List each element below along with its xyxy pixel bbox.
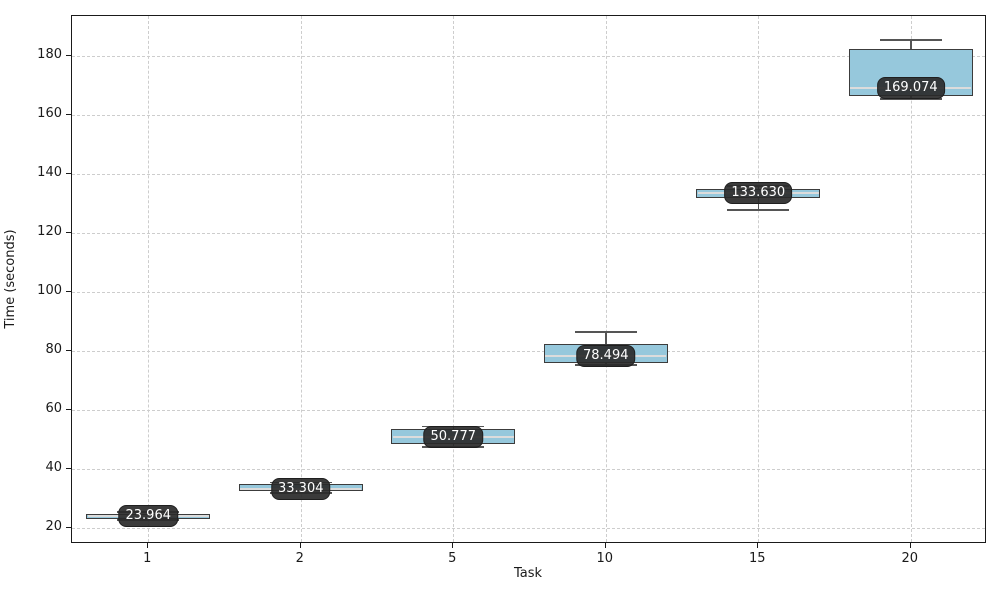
y-tick-mark <box>66 173 71 175</box>
x-tick-mark <box>909 543 911 548</box>
y-gridline <box>72 233 985 235</box>
y-tick-mark <box>66 409 71 411</box>
median-label: 133.630 <box>724 181 793 204</box>
y-tick-label: 20 <box>45 519 62 535</box>
y-tick-label: 100 <box>37 283 62 299</box>
lower-whisker-cap <box>727 209 790 211</box>
y-tick-mark <box>66 291 71 293</box>
median-label: 23.964 <box>118 505 178 528</box>
x-tick-label: 2 <box>295 551 304 566</box>
upper-whisker-cap <box>879 39 942 41</box>
x-tick-mark <box>452 543 454 548</box>
x-tick-mark <box>299 543 301 548</box>
x-gridline <box>605 16 607 542</box>
y-gridline <box>72 56 985 58</box>
x-tick-label: 15 <box>748 551 766 566</box>
x-tick-label: 5 <box>448 551 457 566</box>
y-tick-label: 140 <box>37 165 62 181</box>
y-gridline <box>72 351 985 353</box>
x-axis-title: Task <box>513 566 543 581</box>
x-tick-label: 1 <box>143 551 152 566</box>
median-label: 50.777 <box>423 426 483 449</box>
y-tick-mark <box>66 55 71 57</box>
x-gridline <box>453 16 455 542</box>
x-tick-mark <box>147 543 149 548</box>
x-tick-mark <box>757 543 759 548</box>
y-tick-label: 120 <box>37 224 62 240</box>
median-label: 169.074 <box>876 77 945 100</box>
y-tick-mark <box>66 527 71 529</box>
x-tick-label: 10 <box>596 551 614 566</box>
x-tick-label: 20 <box>901 551 919 566</box>
y-tick-label: 40 <box>45 460 62 476</box>
y-tick-mark <box>66 232 71 234</box>
x-gridline <box>148 16 150 542</box>
x-gridline <box>300 16 302 542</box>
y-gridline <box>72 410 985 412</box>
x-gridline <box>758 16 760 542</box>
y-tick-label: 80 <box>45 342 62 358</box>
median-label: 33.304 <box>271 477 331 500</box>
upper-whisker-cap <box>574 331 637 333</box>
y-tick-label: 60 <box>45 401 62 417</box>
upper-whisker <box>910 40 912 50</box>
upper-whisker <box>605 331 607 345</box>
x-tick-mark <box>604 543 606 548</box>
y-tick-label: 160 <box>37 106 62 122</box>
y-gridline <box>72 115 985 117</box>
y-tick-mark <box>66 350 71 352</box>
y-tick-mark <box>66 468 71 470</box>
y-gridline <box>72 292 985 294</box>
y-tick-label: 180 <box>37 47 62 63</box>
y-gridline <box>72 174 985 176</box>
median-label: 78.494 <box>576 344 636 367</box>
y-gridline <box>72 469 985 471</box>
x-gridline <box>910 16 912 542</box>
y-gridline <box>72 528 985 530</box>
y-tick-mark <box>66 114 71 116</box>
plot-area: 23.964 33.304 50.777 78.494 133.630 169.074 <box>71 15 986 543</box>
